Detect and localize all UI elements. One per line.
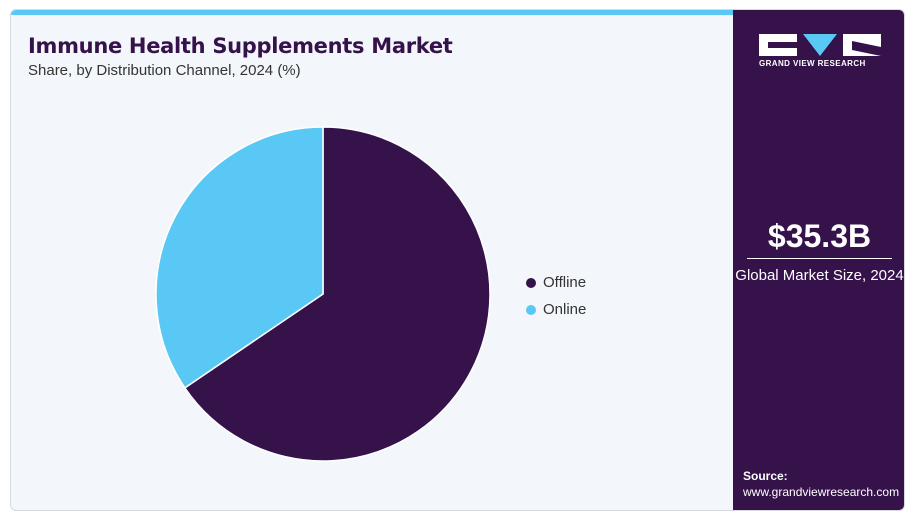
- grand-view-research-logo: GRAND VIEW RESEARCH: [759, 34, 881, 68]
- pie-chart: [155, 126, 491, 462]
- sidebar-panel: GRAND VIEW RESEARCH $35.3B Global Market…: [733, 10, 904, 510]
- legend-label-online: Online: [543, 301, 587, 318]
- market-size-label: Global Market Size, 2024: [735, 267, 904, 284]
- legend-swatch-online: [526, 304, 536, 315]
- source-link[interactable]: www.grandviewresearch.com: [743, 485, 900, 499]
- legend-label-offline: Offline: [543, 274, 587, 291]
- chart-card: Immune Health Supplements Market Share, …: [10, 9, 905, 511]
- chart-title: Immune Health Supplements Market: [28, 34, 453, 58]
- logo-text: GRAND VIEW RESEARCH: [759, 59, 866, 68]
- gvr-logo-icon: [759, 34, 881, 56]
- market-size-value: $35.3B: [767, 218, 872, 254]
- legend-item-online: Online: [526, 296, 586, 323]
- legend-swatch-offline: [526, 277, 536, 288]
- legend-item-offline: Offline: [526, 269, 586, 296]
- chart-subtitle: Share, by Distribution Channel, 2024 (%): [28, 62, 301, 79]
- chart-panel: Immune Health Supplements Market Share, …: [11, 10, 733, 510]
- chart-legend: Offline Online: [526, 269, 586, 323]
- accent-top-bar: [11, 10, 733, 15]
- source-label: Source:: [743, 469, 788, 483]
- pie-slice-online: [155, 126, 324, 389]
- pie-slice-offline: [183, 126, 491, 462]
- divider-line: [747, 258, 892, 259]
